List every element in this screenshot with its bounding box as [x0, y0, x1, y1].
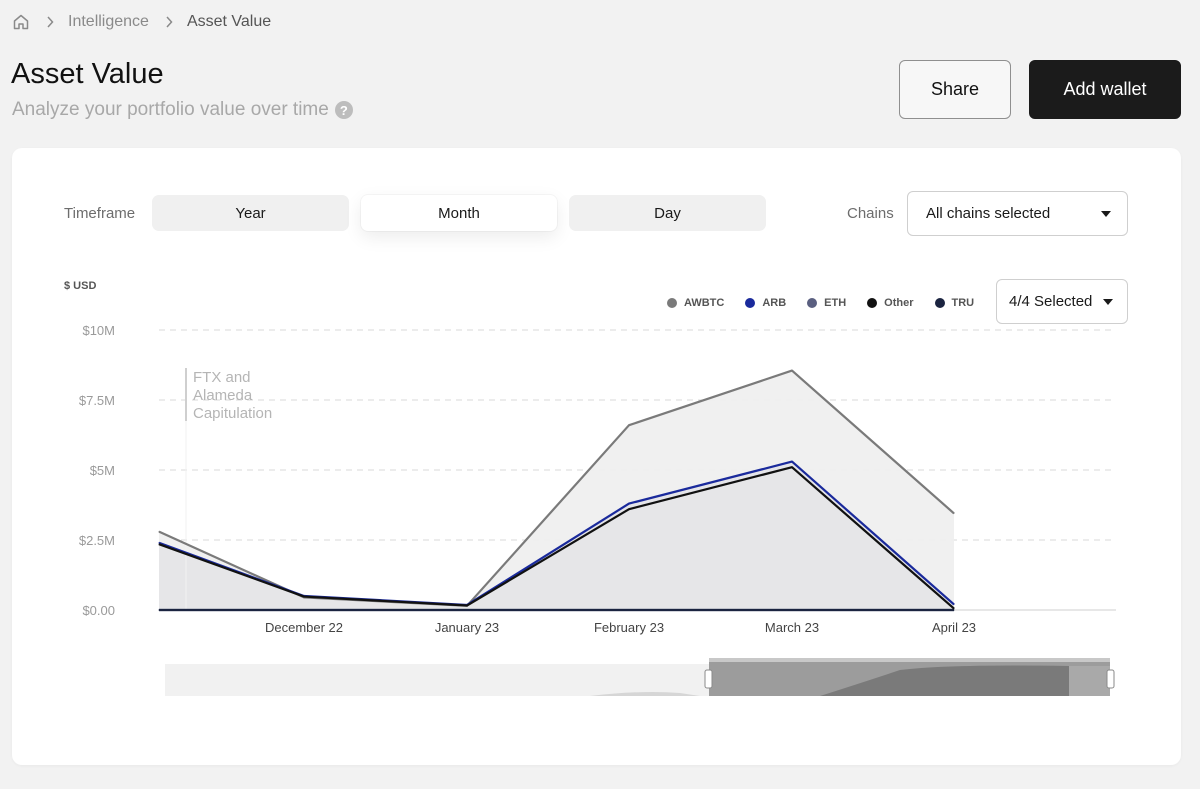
- legend-dot-tru: [934, 298, 945, 308]
- legend-label-tru: TRU: [951, 297, 975, 309]
- legend-label-arb: ARB: [762, 297, 787, 309]
- navigator-handle-right[interactable]: [1106, 669, 1115, 689]
- data-point-other: [466, 605, 468, 607]
- area-fill-other: [159, 467, 954, 610]
- data-point-other: [953, 608, 955, 610]
- legend-item-awbtc[interactable]: AWBTC: [667, 297, 724, 309]
- legend-dot-arb: [745, 298, 756, 308]
- help-icon[interactable]: ?: [334, 101, 353, 119]
- legend-item-eth[interactable]: ETH: [807, 297, 846, 309]
- navigator-mini-area: [590, 692, 700, 696]
- series-select-value: 4/4 Selected: [1009, 293, 1093, 310]
- chevron-right-icon: [46, 16, 54, 28]
- legend-item-arb[interactable]: ARB: [745, 297, 786, 309]
- y-tick-label: $2.5M: [79, 533, 115, 548]
- navigator-selected-top: [709, 658, 1110, 662]
- caret-down-icon: [1103, 298, 1113, 305]
- data-point-tru: [466, 609, 468, 611]
- data-point-awbtc: [953, 512, 955, 514]
- data-point-awbtc: [158, 531, 160, 533]
- add-wallet-button[interactable]: Add wallet: [1029, 60, 1181, 119]
- y-tick-label: $0.00: [82, 603, 115, 618]
- chains-select[interactable]: All chains selected: [907, 191, 1128, 236]
- chains-label: Chains: [847, 205, 894, 222]
- y-axis-unit-label: $ USD: [64, 280, 97, 292]
- x-tick-label: April 23: [932, 620, 976, 635]
- breadcrumb-item-intelligence[interactable]: Intelligence: [68, 13, 149, 30]
- series-line-other: [158, 466, 955, 610]
- timeframe-year-button[interactable]: Year: [152, 195, 349, 231]
- chart-legend: AWBTC ARB ETH Other TRU: [667, 297, 995, 309]
- chevron-right-icon: [165, 16, 173, 28]
- legend-label-other: Other: [884, 297, 914, 309]
- annotation-text: Capitulation: [193, 405, 272, 422]
- data-point-arb: [791, 461, 793, 463]
- series-select[interactable]: 4/4 Selected: [996, 279, 1128, 324]
- legend-label-awbtc: AWBTC: [684, 297, 725, 309]
- data-point-other: [628, 508, 630, 510]
- y-tick-label: $10M: [82, 323, 115, 338]
- data-point-tru: [303, 609, 305, 611]
- data-point-other: [158, 543, 160, 545]
- legend-label-eth: ETH: [824, 297, 847, 309]
- annotation-text: Alameda: [193, 387, 253, 404]
- data-point-tru: [953, 609, 955, 611]
- x-tick-label: February 23: [594, 620, 664, 635]
- data-point-awbtc: [628, 424, 630, 426]
- data-point-arb: [158, 542, 160, 544]
- legend-dot-other: [867, 298, 878, 308]
- data-point-arb: [628, 503, 630, 505]
- navigator-mini-area-selected: [709, 665, 1069, 696]
- breadcrumb-item-asset-value: Asset Value: [186, 13, 272, 30]
- timeframe-day-button[interactable]: Day: [569, 195, 766, 231]
- legend-item-other[interactable]: Other: [867, 297, 914, 309]
- navigator-tail: [1069, 666, 1110, 696]
- data-point-other: [303, 596, 305, 598]
- breadcrumb: Intelligence Asset Value: [12, 12, 271, 32]
- navigator-handle-left[interactable]: [704, 669, 713, 689]
- caret-down-icon: [1101, 210, 1111, 217]
- page-subtitle: Analyze your portfolio value over time ?: [12, 99, 353, 121]
- legend-dot-eth: [807, 298, 818, 308]
- data-point-tru: [158, 609, 160, 611]
- x-tick-label: January 23: [435, 620, 499, 635]
- y-tick-label: $7.5M: [79, 393, 115, 408]
- y-tick-label: $5M: [90, 463, 115, 478]
- x-tick-label: December 22: [265, 620, 343, 635]
- timeframe-month-button[interactable]: Month: [361, 195, 557, 231]
- chains-select-value: All chains selected: [926, 205, 1051, 222]
- legend-item-tru[interactable]: TRU: [934, 297, 975, 309]
- data-point-tru: [628, 609, 630, 611]
- page-subtitle-text: Analyze your portfolio value over time: [12, 99, 329, 120]
- timeframe-label: Timeframe: [64, 205, 136, 222]
- legend-dot-awbtc: [667, 298, 677, 308]
- x-tick-label: March 23: [765, 620, 819, 635]
- data-point-awbtc: [791, 370, 793, 372]
- annotation-text: FTX and: [193, 369, 251, 386]
- share-button[interactable]: Share: [899, 60, 1011, 119]
- data-point-other: [791, 466, 793, 468]
- data-point-tru: [791, 609, 793, 611]
- data-point-arb: [953, 603, 955, 605]
- page-title: Asset Value: [11, 58, 164, 90]
- home-icon[interactable]: [12, 13, 30, 31]
